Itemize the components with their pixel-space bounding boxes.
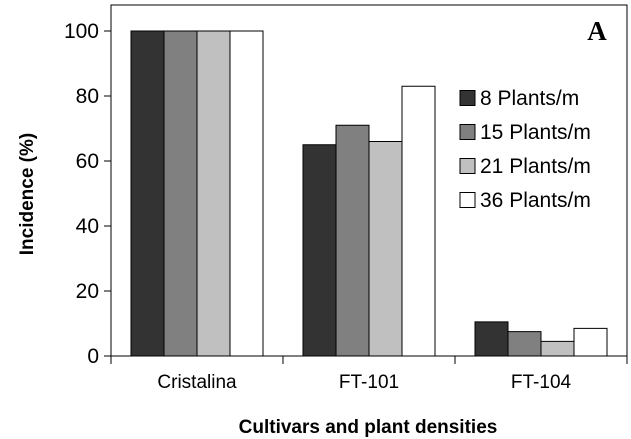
y-tick-label: 20 xyxy=(76,280,99,303)
panel-letter: A xyxy=(587,16,607,46)
bar xyxy=(196,30,231,357)
bar-series xyxy=(130,30,608,357)
legend-label: 21 Plants/m xyxy=(480,155,591,178)
bar xyxy=(401,85,436,357)
y-tick-label: 60 xyxy=(76,150,99,173)
bar xyxy=(335,124,370,357)
y-axis: 0 20 40 60 80 100 xyxy=(64,20,111,368)
bar xyxy=(474,321,509,357)
category-label: Cristalina xyxy=(157,372,237,393)
legend-label: 8 Plants/m xyxy=(480,87,579,110)
bar xyxy=(130,30,165,357)
bar xyxy=(573,327,608,357)
x-axis-title: Cultivars and plant densities xyxy=(239,417,498,438)
bar xyxy=(302,144,337,357)
y-tick-label: 100 xyxy=(64,20,99,43)
y-tick-label: 0 xyxy=(87,345,99,368)
category-label: FT-104 xyxy=(511,372,572,393)
legend-swatch xyxy=(459,158,476,174)
x-axis: Cristalina FT-101 FT-104 xyxy=(110,356,628,393)
legend-swatch xyxy=(459,192,476,208)
legend: 8 Plants/m 15 Plants/m 21 Plants/m 36 Plant… xyxy=(459,87,591,212)
legend-swatch xyxy=(459,90,476,106)
y-axis-title: Incidence (%) xyxy=(17,133,38,255)
legend-label: 15 Plants/m xyxy=(480,121,591,144)
y-tick-label: 40 xyxy=(76,215,99,238)
category-label: FT-101 xyxy=(339,372,399,393)
y-tick-label: 80 xyxy=(76,85,99,108)
legend-swatch xyxy=(459,124,476,140)
bar xyxy=(368,141,403,357)
bar xyxy=(163,30,198,357)
bar xyxy=(507,331,542,357)
bar xyxy=(229,30,264,357)
bar xyxy=(540,340,575,357)
legend-label: 36 Plants/m xyxy=(480,189,591,212)
